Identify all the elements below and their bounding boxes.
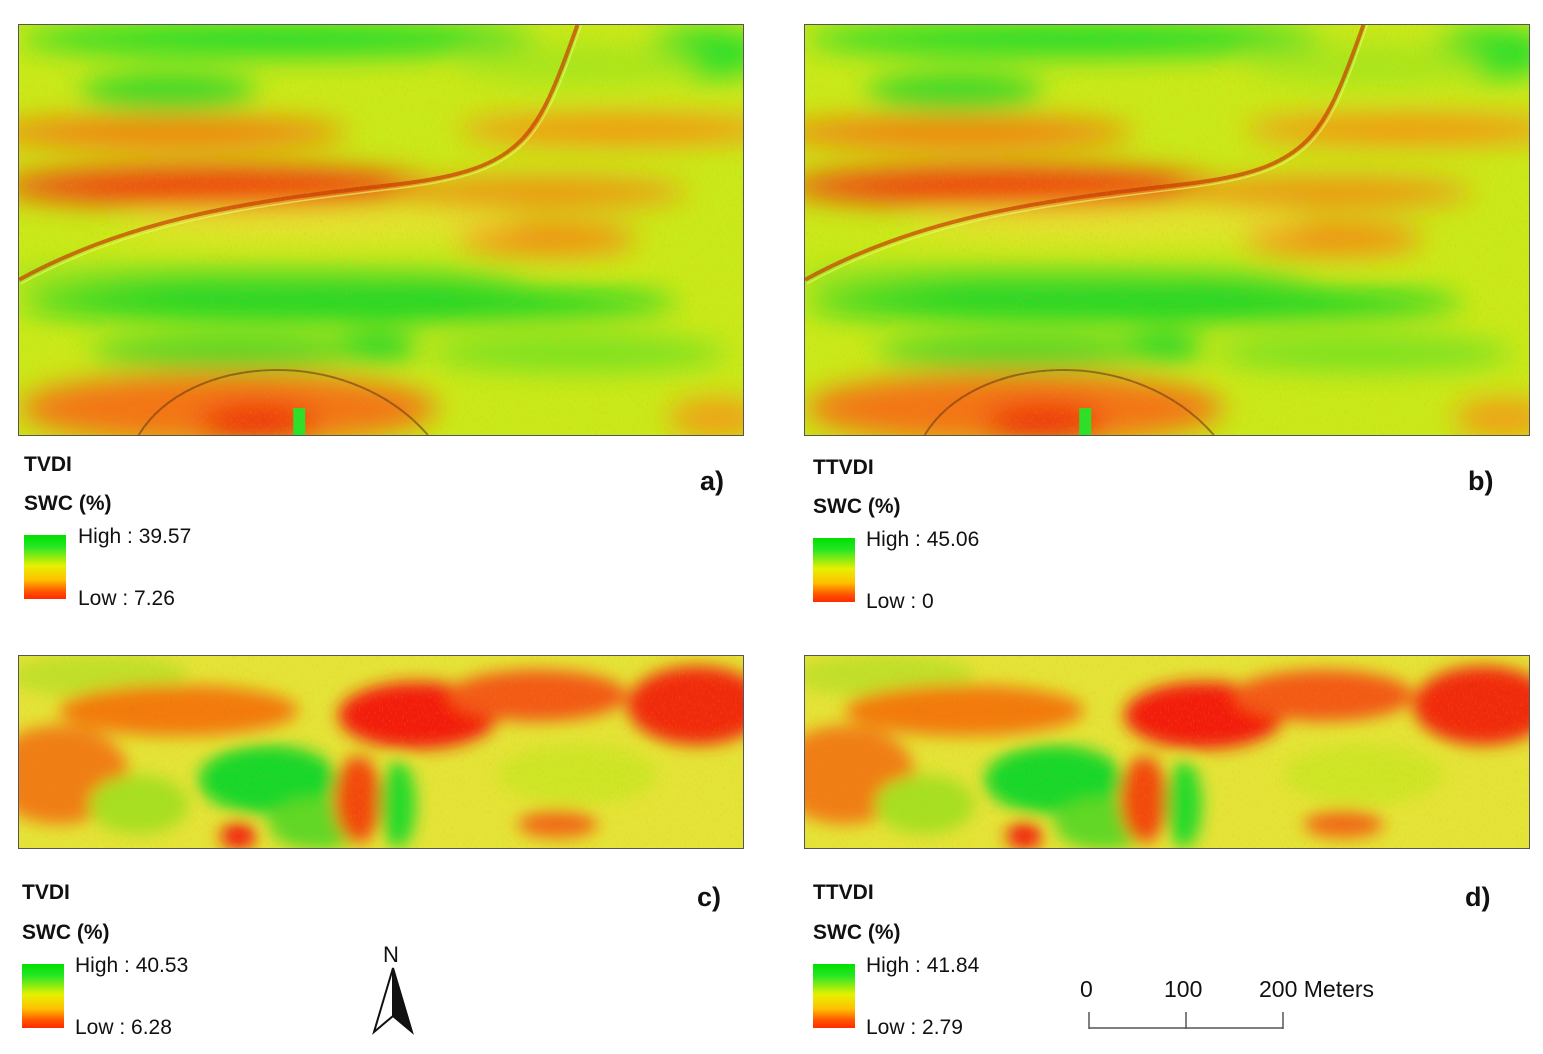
legend-high-b: High : 45.06 bbox=[866, 528, 980, 551]
map-panel-a bbox=[18, 24, 744, 436]
index-label-b: TTVDI bbox=[813, 456, 874, 479]
legend-ramp-b bbox=[813, 538, 855, 602]
map-panel-c bbox=[18, 655, 744, 849]
scale-bar bbox=[1088, 1012, 1284, 1029]
panel-label-d: d) bbox=[1465, 882, 1491, 912]
map-a-raster bbox=[19, 25, 743, 435]
legend-low-c: Low : 6.28 bbox=[75, 1016, 172, 1039]
legend-title-b: SWC (%) bbox=[813, 495, 901, 518]
legend-low-a: Low : 7.26 bbox=[78, 587, 175, 610]
map-c-raster bbox=[19, 656, 743, 848]
index-label-d: TTVDI bbox=[813, 881, 874, 904]
index-label-c: TVDI bbox=[22, 881, 70, 904]
legend-title-c: SWC (%) bbox=[22, 921, 110, 944]
north-arrow-label: N bbox=[383, 942, 399, 967]
scale-label-200: 200 Meters bbox=[1259, 976, 1375, 1002]
legend-ramp-d bbox=[813, 964, 855, 1028]
map-panel-b bbox=[804, 24, 1530, 436]
panel-label-c: c) bbox=[697, 882, 722, 912]
legend-high-a: High : 39.57 bbox=[78, 525, 192, 548]
map-panel-d bbox=[804, 655, 1530, 849]
legend-ramp-c bbox=[22, 964, 64, 1028]
map-d-raster bbox=[805, 656, 1529, 848]
legend-ramp-a bbox=[24, 535, 66, 599]
legend-title-a: SWC (%) bbox=[24, 492, 112, 515]
legend-title-d: SWC (%) bbox=[813, 921, 901, 944]
panel-label-a: a) bbox=[700, 466, 725, 496]
north-arrow-icon bbox=[372, 967, 414, 1035]
scale-label-0: 0 bbox=[1080, 976, 1093, 1002]
panel-label-b: b) bbox=[1468, 466, 1494, 496]
map-b-raster bbox=[805, 25, 1529, 435]
legend-low-d: Low : 2.79 bbox=[866, 1016, 963, 1039]
legend-high-d: High : 41.84 bbox=[866, 954, 980, 977]
north-arrow: N bbox=[368, 942, 418, 1037]
legend-high-c: High : 40.53 bbox=[75, 954, 189, 977]
scale-label-100: 100 bbox=[1164, 976, 1203, 1002]
index-label-a: TVDI bbox=[24, 453, 72, 476]
legend-low-b: Low : 0 bbox=[866, 590, 934, 613]
